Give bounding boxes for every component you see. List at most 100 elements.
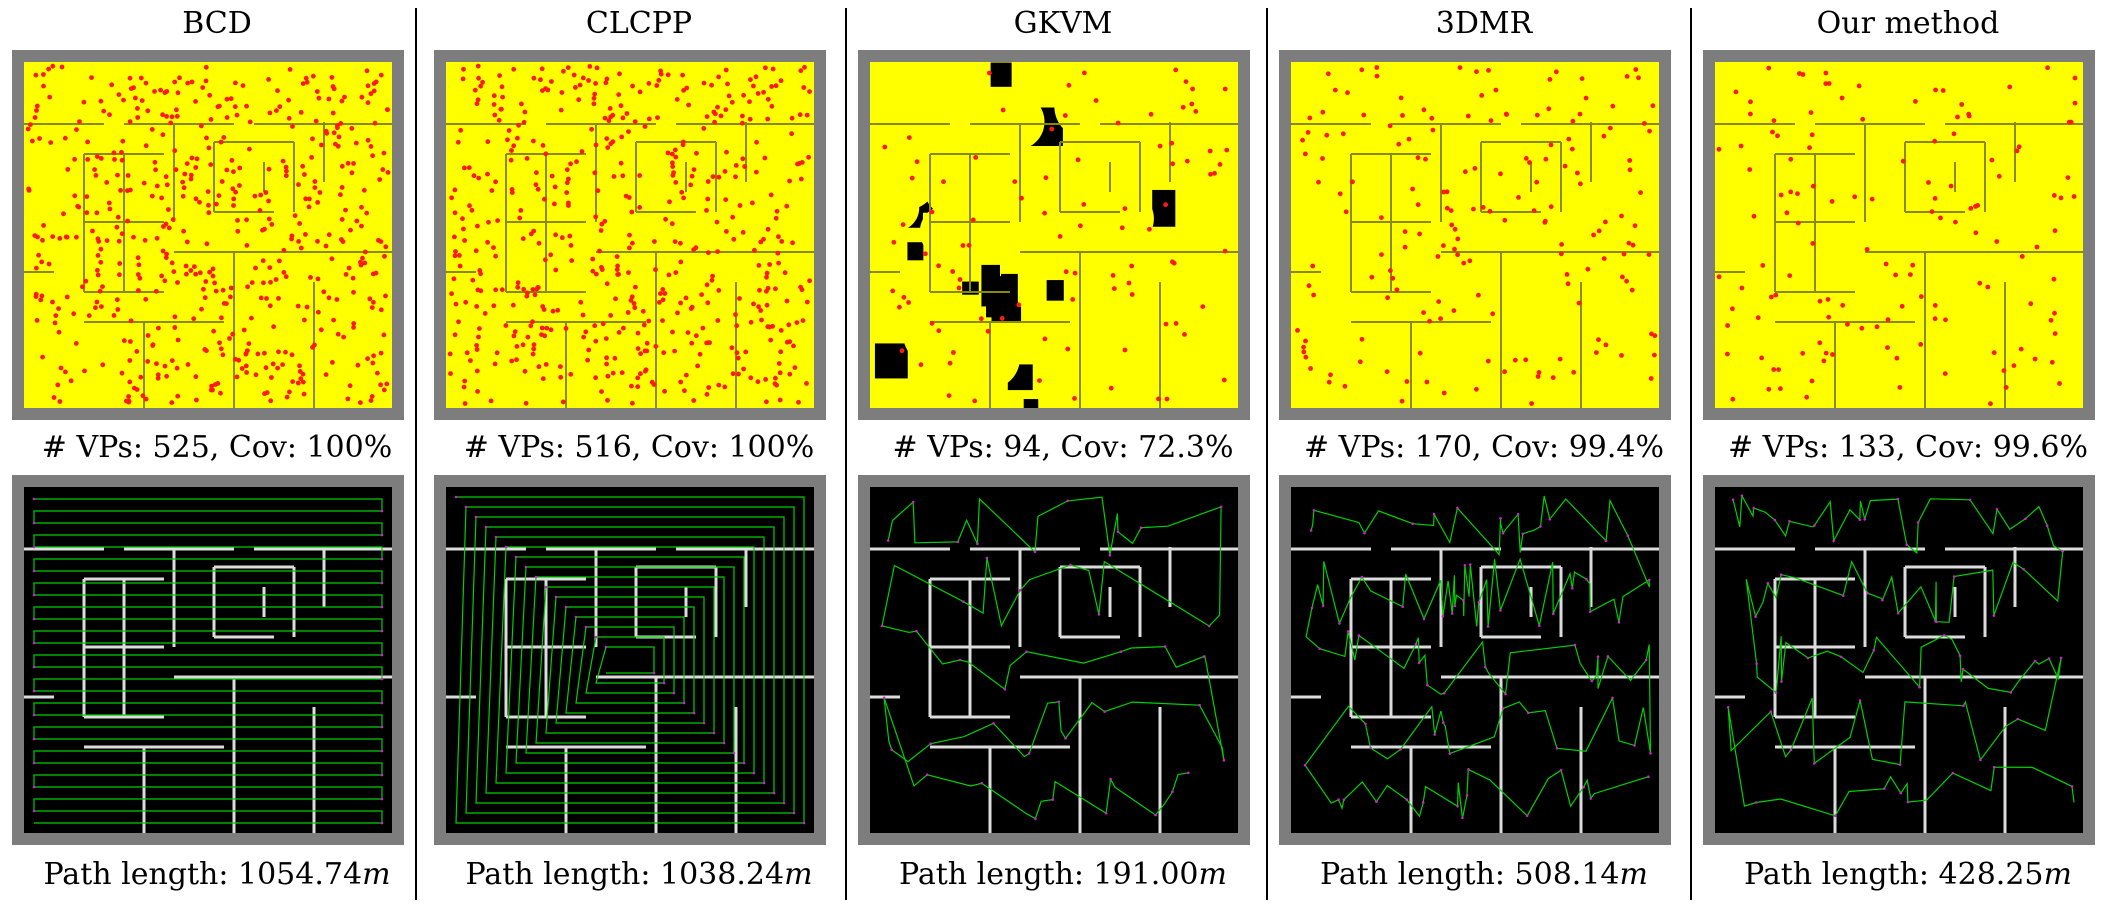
- path-node: [1357, 634, 1361, 637]
- viewpoint-dot: [249, 315, 254, 321]
- viewpoint-dot: [640, 308, 646, 314]
- viewpoint-dot: [326, 295, 332, 301]
- viewpoint-dot: [652, 239, 657, 244]
- viewpoint-dot: [654, 83, 660, 88]
- viewpoint-dot: [776, 361, 782, 366]
- viewpoint-dot: [263, 365, 269, 371]
- viewpoint-dot: [918, 362, 924, 368]
- viewpoint-dot: [335, 143, 341, 149]
- viewpoint-dot: [691, 167, 697, 172]
- viewpoint-dot: [751, 301, 756, 307]
- viewpoint-dot: [480, 79, 485, 85]
- viewpoint-dot: [1163, 321, 1169, 327]
- viewpoint-dot: [100, 284, 105, 289]
- viewpoint-dot: [185, 80, 191, 86]
- viewpoint-dot: [482, 311, 488, 316]
- viewpoint-dot: [381, 332, 387, 338]
- viewpoint-dot: [34, 108, 39, 113]
- path-node: [1097, 613, 1101, 616]
- viewpoint-dot: [1019, 195, 1024, 201]
- viewpoint-dot: [267, 110, 273, 116]
- viewpoint-dot: [369, 305, 375, 310]
- path-node: [1731, 498, 1735, 502]
- path-node: [980, 782, 983, 785]
- viewpoint-dot: [661, 350, 667, 356]
- viewpoint-dot: [789, 131, 794, 137]
- viewpoint-dot: [1543, 156, 1549, 162]
- viewpoint-dot: [621, 325, 626, 331]
- viewpoint-dot: [1404, 379, 1410, 384]
- viewpoint-dot: [960, 243, 966, 248]
- path-node: [584, 625, 588, 629]
- path-node: [1064, 737, 1067, 740]
- path-node: [1477, 601, 1481, 604]
- viewpoint-dot: [770, 66, 776, 72]
- viewpoint-dot: [1108, 385, 1114, 391]
- viewpoint-dot: [2011, 363, 2017, 368]
- viewpoint-dot: [552, 201, 557, 207]
- viewpoint-dot: [1534, 112, 1540, 118]
- viewpoint-dot: [678, 240, 683, 246]
- viewpoint-dot: [1441, 189, 1447, 195]
- viewpoint-dot: [689, 173, 695, 179]
- viewpoint-dot: [591, 101, 597, 107]
- viewpoint-dot: [1808, 110, 1814, 115]
- viewpoint-dot: [1730, 396, 1736, 402]
- viewpoint-dot: [729, 345, 735, 351]
- viewpoint-dot: [1328, 372, 1333, 378]
- viewpoint-dot: [787, 371, 793, 377]
- viewpoint-dot: [380, 167, 386, 172]
- viewpoint-dot: [193, 165, 199, 170]
- viewpoint-dot: [1398, 95, 1404, 101]
- viewpoint-dot: [716, 288, 722, 293]
- viewpoint-dot: [217, 340, 222, 346]
- viewpoint-dot: [530, 287, 536, 292]
- viewpoint-dot: [276, 349, 281, 355]
- viewpoint-dot: [244, 370, 250, 375]
- viewpoint-dot: [1387, 123, 1393, 129]
- viewpoint-dot: [351, 325, 356, 330]
- viewpoint-dot: [530, 319, 535, 325]
- viewpoint-dot: [280, 158, 286, 164]
- viewpoint-dot: [474, 343, 479, 348]
- path-node: [32, 569, 36, 573]
- viewpoint-dot: [491, 303, 497, 309]
- viewpoint-dot: [1739, 285, 1745, 291]
- viewpoint-dot: [478, 288, 484, 294]
- viewpoint-dot: [748, 375, 754, 381]
- viewpoint-dot: [705, 179, 711, 184]
- viewpoint-dot: [1932, 196, 1938, 201]
- viewpoint-dot: [315, 200, 321, 205]
- viewpoint-dot: [2065, 175, 2071, 180]
- path-node: [1364, 722, 1367, 726]
- path-node: [1788, 520, 1791, 523]
- path-node: [1918, 685, 1921, 689]
- viewpoint-dot: [475, 97, 481, 103]
- viewpoint-dot: [772, 381, 778, 387]
- path-node: [32, 521, 36, 525]
- path-node: [1596, 655, 1600, 658]
- viewpoint-dot: [194, 156, 200, 162]
- column-separator: [415, 8, 417, 900]
- viewpoint-dot: [587, 64, 593, 69]
- viewpoint-dot: [694, 150, 699, 156]
- method-column: CLCPP # VPs: 516, Cov: 100% Path length: 1…: [428, 0, 850, 906]
- viewpoint-dot: [1066, 82, 1072, 88]
- viewpoint-dot: [767, 262, 772, 267]
- viewpoint-dot: [1638, 190, 1643, 196]
- viewpoint-dot: [1534, 179, 1540, 185]
- viewpoint-dot: [207, 92, 213, 98]
- viewpoint-dot: [1994, 239, 2000, 244]
- covered-area: [1715, 62, 2083, 408]
- path-node: [380, 557, 384, 561]
- viewpoint-dot: [699, 292, 704, 297]
- viewpoint-dot: [1817, 298, 1823, 304]
- path-node: [1881, 598, 1884, 602]
- viewpoint-dot: [1603, 342, 1609, 348]
- viewpoint-dot: [1883, 261, 1889, 267]
- coverage-blob: [1114, 111, 1186, 183]
- path-node: [1896, 611, 1900, 615]
- viewpoint-dot: [642, 348, 648, 354]
- viewpoint-dot: [269, 375, 274, 380]
- viewpoint-dot: [378, 72, 384, 78]
